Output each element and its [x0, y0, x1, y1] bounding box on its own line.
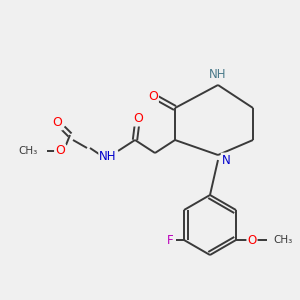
Text: F: F	[167, 233, 173, 247]
Text: NH: NH	[209, 68, 227, 82]
Text: O: O	[148, 89, 158, 103]
Text: O: O	[52, 116, 62, 130]
Text: N: N	[222, 154, 230, 166]
Text: O: O	[248, 233, 256, 247]
Text: O: O	[133, 112, 143, 125]
Text: CH₃: CH₃	[273, 235, 292, 245]
Text: NH: NH	[99, 149, 117, 163]
Text: CH₃: CH₃	[19, 146, 38, 156]
Text: O: O	[55, 145, 65, 158]
